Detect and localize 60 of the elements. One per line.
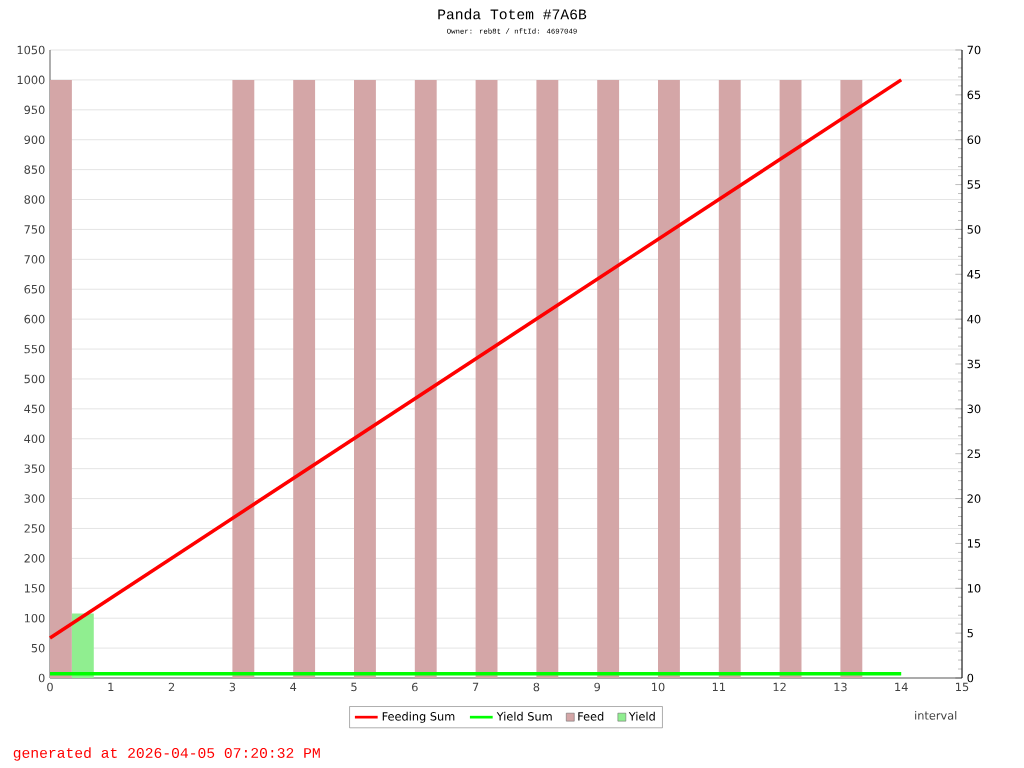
x-tick-label: 11 (712, 682, 725, 691)
legend-label: Feed (578, 711, 604, 721)
y2-tick-label: 55 (967, 180, 981, 189)
x-tick-label: 14 (895, 682, 908, 691)
text: generated at 2026-04-05 07:20:32 PM (13, 747, 320, 761)
x-tick-label: 5 (351, 682, 357, 692)
y-tick-label: 850 (24, 165, 45, 174)
x-tick-label: 10 (652, 682, 665, 692)
x-tick-label: 15 (956, 682, 969, 692)
legend-label: Yield Sum (496, 711, 552, 721)
y-tick-label: 750 (24, 225, 45, 234)
x-tick-label: 7 (472, 682, 479, 691)
y2-tick-label: 70 (967, 45, 981, 55)
y-tick-label: 400 (24, 434, 45, 444)
y-tick-label: 450 (24, 404, 45, 414)
x-tick-label: 13 (834, 682, 847, 692)
y-tick-label: 200 (24, 554, 45, 563)
x-tick-label: 12 (773, 682, 786, 692)
x-tick-label: 8 (533, 682, 540, 692)
x-tick-label: 1 (108, 682, 114, 691)
y-tick-label: 900 (24, 135, 45, 144)
y2-tick-label: 5 (967, 628, 973, 638)
y-tick-label: 1050 (17, 45, 45, 55)
chart-title: Panda Totem #7A6B (438, 8, 587, 20)
y2-tick-label: 45 (967, 270, 981, 279)
y-tick-label: 650 (24, 284, 45, 294)
y2-tick-label: 35 (967, 359, 981, 369)
y2-tick-label: 0 (967, 673, 974, 683)
y-tick-label: 500 (24, 374, 45, 384)
y2-tick-label: 10 (967, 584, 981, 593)
y-tick-label: 550 (24, 344, 45, 354)
y-tick-label: 0 (38, 673, 45, 683)
x-tick-label: 3 (229, 682, 236, 692)
y-tick-label: 700 (24, 255, 45, 264)
legend-label: Yield (628, 711, 655, 721)
y-tick-label: 1000 (17, 75, 45, 85)
y-tick-label: 100 (24, 613, 45, 623)
y2-tick-label: 60 (967, 135, 981, 145)
y2-tick-label: 40 (967, 314, 981, 324)
legend-label: Feeding Sum (382, 711, 455, 723)
x-axis-title: interval (915, 710, 957, 720)
x-tick-label: 9 (594, 682, 601, 692)
y2-tick-label: 15 (967, 539, 981, 548)
x-tick-label: 6 (411, 682, 418, 692)
y-tick-label: 250 (24, 524, 45, 533)
y-tick-label: 600 (24, 314, 45, 324)
y2-tick-label: 20 (967, 494, 981, 503)
y-tick-label: 300 (24, 494, 45, 503)
y-tick-label: 150 (24, 584, 45, 593)
y-tick-label: 50 (31, 643, 45, 653)
y2-tick-label: 65 (967, 90, 981, 100)
y-tick-label: 350 (24, 464, 45, 473)
x-tick-label: 2 (168, 682, 175, 692)
y2-tick-label: 25 (967, 449, 981, 459)
y2-tick-label: 50 (967, 225, 981, 234)
y2-tick-label: 30 (967, 404, 981, 414)
x-tick-label: 4 (290, 682, 297, 691)
x-tick-label: 0 (47, 682, 53, 692)
y-tick-label: 950 (24, 105, 45, 115)
y-tick-label: 800 (24, 195, 45, 204)
